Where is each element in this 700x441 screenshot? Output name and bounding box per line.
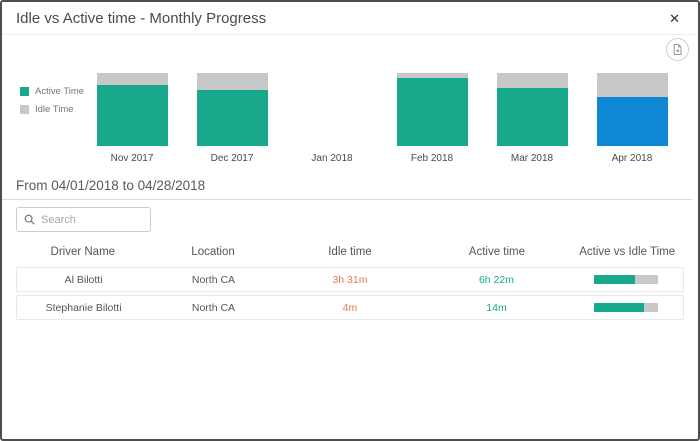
legend-label: Idle Time	[35, 104, 74, 115]
bar-stack	[297, 73, 368, 146]
active-vs-idle-bar	[594, 275, 659, 284]
chart-column-jan-2018[interactable]: Jan 2018	[282, 73, 382, 173]
bar-stack	[196, 73, 268, 146]
bar-active-segment	[96, 84, 168, 146]
chart-column-dec-2017[interactable]: Dec 2017	[182, 73, 282, 173]
table-row[interactable]: Al Bilotti North CA 3h 31m 6h 22m	[16, 267, 684, 292]
table-row[interactable]: Stephanie Bilotti North CA 4m 14m	[16, 295, 684, 320]
legend-item-active-time: Active Time	[20, 86, 84, 97]
bar-idle-segment	[96, 73, 168, 85]
export-report-button[interactable]	[666, 38, 689, 61]
bar-stack	[596, 73, 668, 146]
search-input[interactable]	[41, 213, 143, 226]
export-report-icon	[673, 44, 682, 55]
month-label: Dec 2017	[210, 153, 254, 164]
driver-name-cell: Al Bilotti	[64, 273, 103, 286]
legend-swatch-active-time	[20, 87, 29, 96]
bar-active-segment	[596, 97, 668, 146]
idle-time-cell: 4m	[342, 301, 358, 314]
bar-stack	[96, 73, 168, 146]
location-cell: North CA	[191, 301, 236, 314]
active-time-cell: 6h 22m	[478, 273, 514, 286]
bar-active-segment	[396, 78, 468, 146]
active-vs-idle-cell	[570, 303, 683, 312]
chart-column-mar-2018[interactable]: Mar 2018	[482, 73, 582, 173]
search-box	[16, 207, 151, 232]
section-divider	[2, 199, 692, 200]
legend-label: Active Time	[35, 86, 85, 97]
month-label: Feb 2018	[410, 153, 454, 164]
legend-item-idle-time: Idle Time	[20, 104, 84, 115]
dialog-title: Idle vs Active time - Monthly Progress	[16, 9, 267, 27]
search-icon	[24, 214, 35, 225]
chart-column-nov-2017[interactable]: Nov 2017	[82, 73, 182, 173]
column-header-active-vs-idle-time: Active vs Idle Time	[579, 246, 676, 258]
active-vs-idle-cell	[570, 275, 683, 284]
location-cell: North CA	[191, 273, 236, 286]
bar-active-segment	[496, 88, 568, 146]
table-body: Al Bilotti North CA 3h 31m 6h 22m Stephanie …	[16, 267, 684, 320]
chart-column-apr-2018[interactable]: Apr 2018	[582, 73, 682, 173]
idle-time-cell: 3h 31m	[332, 273, 368, 286]
column-header-idle-time: Idle time	[328, 246, 372, 258]
close-icon[interactable]: ✕	[669, 10, 680, 26]
column-header-active-time: Active time	[468, 246, 526, 258]
month-label: Apr 2018	[611, 153, 653, 164]
column-header-location: Location	[191, 246, 235, 258]
bar-idle-segment	[596, 73, 668, 98]
dialog-titlebar: Idle vs Active time - Monthly Progress ✕	[2, 2, 698, 35]
active-vs-idle-fill	[594, 303, 645, 312]
active-vs-idle-fill	[594, 275, 636, 284]
bar-stack	[396, 73, 468, 146]
legend-swatch-idle-time	[20, 105, 29, 114]
bar-idle-segment	[396, 73, 468, 79]
drivers-table: Driver Name Location Idle time Active time A…	[16, 242, 684, 323]
month-label: Jan 2018	[311, 153, 353, 164]
chart-column-feb-2018[interactable]: Feb 2018	[382, 73, 482, 173]
table-header-row: Driver Name Location Idle time Active time A…	[16, 242, 684, 262]
month-label: Mar 2018	[510, 153, 554, 164]
chart-bars: Nov 2017 Dec 2017 Jan 2018 Feb 2018 Mar 2018…	[82, 73, 682, 173]
bar-active-segment	[196, 89, 268, 146]
bar-idle-segment	[196, 73, 268, 90]
active-time-cell: 14m	[486, 301, 507, 314]
bar-stack	[496, 73, 568, 146]
column-header-driver-name: Driver Name	[50, 246, 116, 258]
month-label: Nov 2017	[110, 153, 154, 164]
chart-legend: Active Time Idle Time	[20, 86, 84, 122]
date-range-label: From 04/01/2018 to 04/28/2018	[16, 178, 206, 193]
bar-idle-segment	[496, 73, 568, 89]
active-vs-idle-bar	[594, 303, 659, 312]
driver-name-cell: Stephanie Bilotti	[45, 301, 122, 314]
